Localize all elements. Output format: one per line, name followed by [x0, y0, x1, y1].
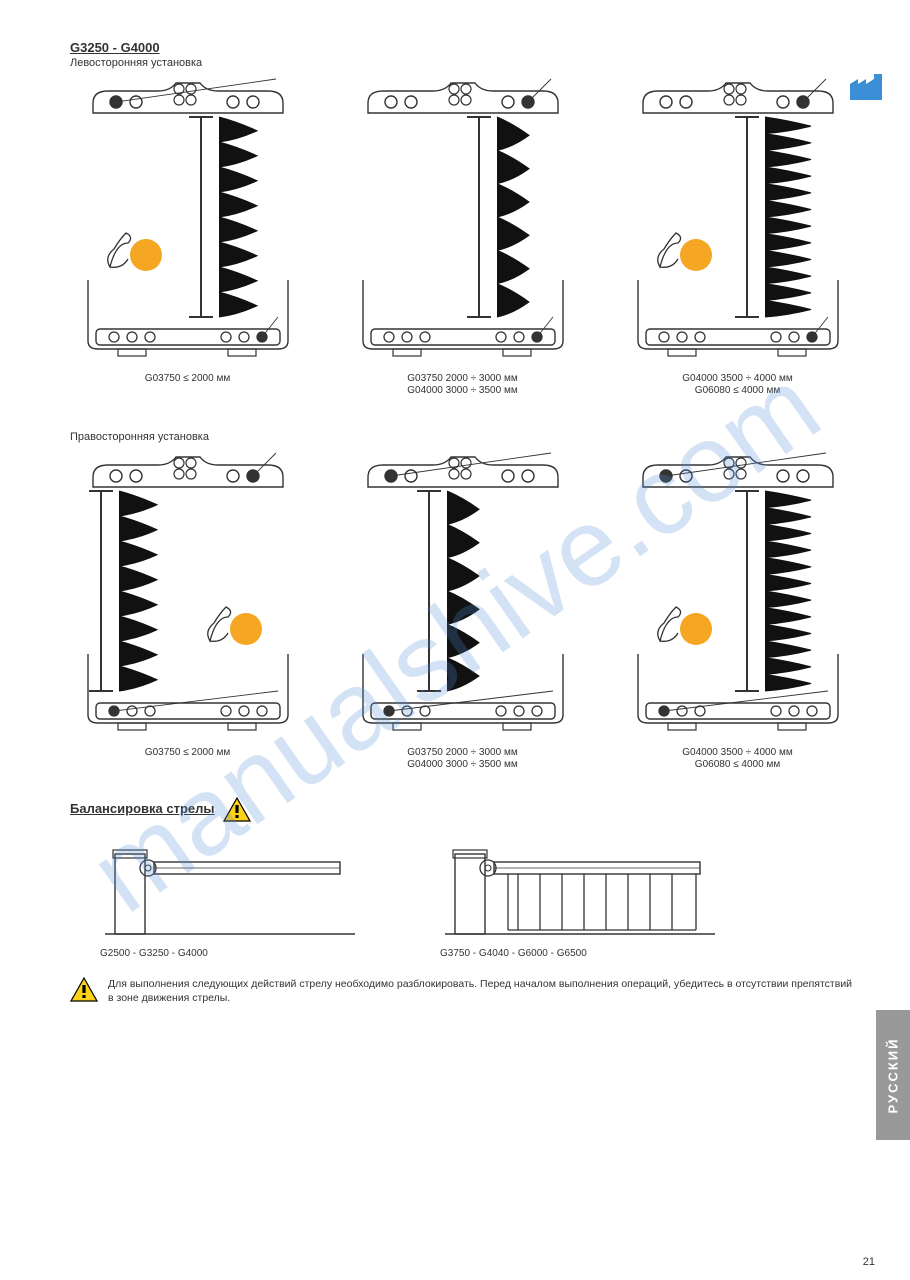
diagram-cell: G04000 3500 ÷ 4000 ммG06080 ≤ 4000 мм [620, 77, 855, 397]
diagram-caption: G03750 ≤ 2000 мм [145, 747, 230, 759]
spring-diagram [628, 451, 848, 741]
diagram-row-2: G03750 ≤ 2000 мм G03750 2000 ÷ 3000 ммG0… [70, 451, 855, 771]
section-title-a: G3250 - G4000 [70, 40, 855, 55]
diagram-caption: G04000 3500 ÷ 4000 ммG06080 ≤ 4000 мм [682, 373, 792, 397]
diagram-cell: G03750 2000 ÷ 3000 ммG04000 3000 ÷ 3500 … [345, 451, 580, 771]
diagram-caption: G03750 2000 ÷ 3000 ммG04000 3000 ÷ 3500 … [407, 747, 517, 771]
barrier-cell: G3750 - G4040 - G6000 - G6500 [440, 834, 720, 959]
barrier-caption: G3750 - G4040 - G6000 - G6500 [440, 948, 720, 959]
spring-diagram [78, 77, 298, 367]
language-tab-text: РУССКИЙ [886, 1037, 901, 1113]
diagram-caption: G03750 2000 ÷ 3000 ммG04000 3000 ÷ 3500 … [407, 373, 517, 397]
section-sub-a2: Правосторонняя установка [70, 431, 855, 443]
diagram-cell: G04000 3500 ÷ 4000 ммG06080 ≤ 4000 мм [620, 451, 855, 771]
page-number: 21 [863, 1256, 875, 1268]
factory-icon [848, 72, 888, 102]
barrier-caption: G2500 - G3250 - G4000 [100, 948, 360, 959]
diagram-row-1: G03750 ≤ 2000 мм G03750 2000 ÷ 3000 ммG0… [70, 77, 855, 397]
diagram-caption: G03750 ≤ 2000 мм [145, 373, 230, 385]
diagram-cell: G03750 ≤ 2000 мм [70, 451, 305, 771]
barrier-cell: G2500 - G3250 - G4000 [100, 834, 360, 959]
bottom-note-text: Для выполнения следующих действий стрелу… [108, 977, 855, 1005]
barrier-row: G2500 - G3250 - G4000 G3750 - G4040 - G6… [100, 834, 855, 959]
spring-diagram [628, 77, 848, 367]
barrier-diagram [100, 834, 360, 944]
diagram-cell: G03750 ≤ 2000 мм [70, 77, 305, 397]
bottom-note-row: Для выполнения следующих действий стрелу… [70, 977, 855, 1005]
spring-diagram [353, 77, 573, 367]
warning-icon [223, 797, 251, 822]
spring-diagram [78, 451, 298, 741]
warning-icon [70, 977, 98, 1002]
section-sub-a: Левосторонняя установка [70, 57, 855, 69]
barrier-diagram [440, 834, 720, 944]
language-tab: РУССКИЙ [876, 1010, 910, 1140]
section-title-b: Балансировка стрелы [70, 801, 215, 816]
diagram-caption: G04000 3500 ÷ 4000 ммG06080 ≤ 4000 мм [682, 747, 792, 771]
diagram-cell: G03750 2000 ÷ 3000 ммG04000 3000 ÷ 3500 … [345, 77, 580, 397]
spring-diagram [353, 451, 573, 741]
